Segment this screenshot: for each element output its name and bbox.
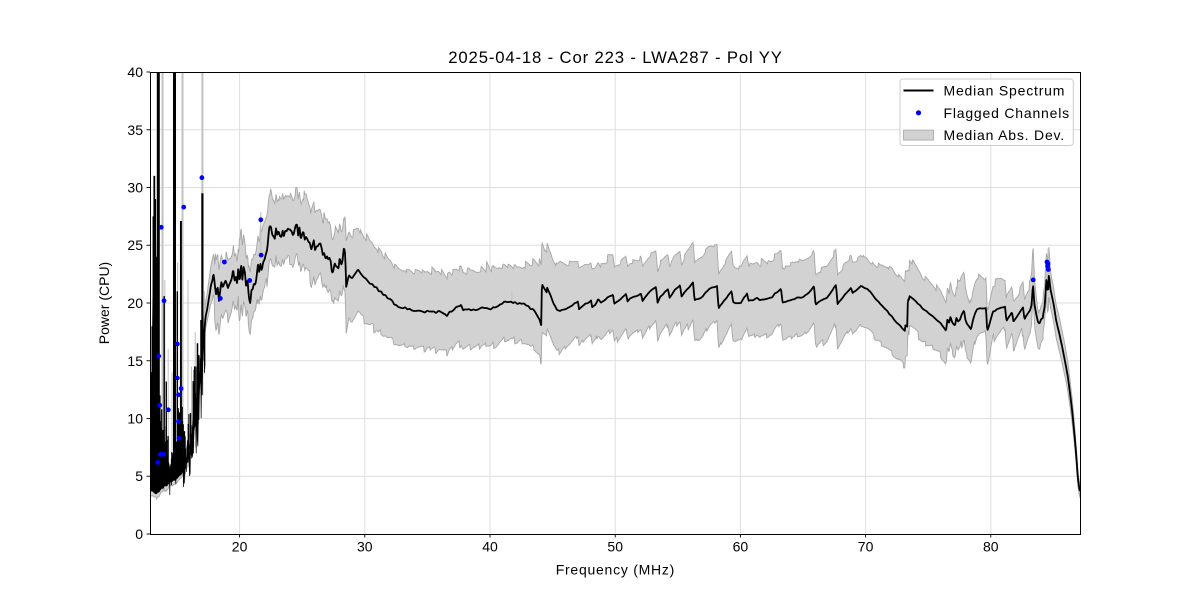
svg-text:0: 0 (135, 526, 143, 542)
svg-text:15: 15 (127, 353, 143, 369)
svg-text:Median Abs. Dev.: Median Abs. Dev. (944, 127, 1065, 143)
svg-text:30: 30 (357, 539, 373, 555)
svg-text:10: 10 (127, 411, 143, 427)
svg-text:25: 25 (127, 237, 143, 253)
svg-text:Flagged Channels: Flagged Channels (944, 105, 1070, 121)
svg-text:Frequency (MHz): Frequency (MHz) (556, 562, 675, 578)
svg-text:60: 60 (733, 539, 749, 555)
svg-text:5: 5 (135, 468, 143, 484)
svg-text:30: 30 (127, 180, 143, 196)
svg-text:40: 40 (482, 539, 498, 555)
svg-text:50: 50 (607, 539, 623, 555)
svg-text:35: 35 (127, 122, 143, 138)
svg-text:20: 20 (232, 539, 248, 555)
svg-text:Median Spectrum: Median Spectrum (944, 83, 1066, 99)
svg-text:Power (CPU): Power (CPU) (96, 262, 112, 344)
svg-text:70: 70 (858, 539, 874, 555)
svg-text:80: 80 (983, 539, 999, 555)
svg-text:2025-04-18 - Cor 223 - LWA287: 2025-04-18 - Cor 223 - LWA287 - Pol YY (448, 48, 782, 67)
svg-text:40: 40 (127, 64, 143, 80)
svg-text:20: 20 (127, 295, 143, 311)
